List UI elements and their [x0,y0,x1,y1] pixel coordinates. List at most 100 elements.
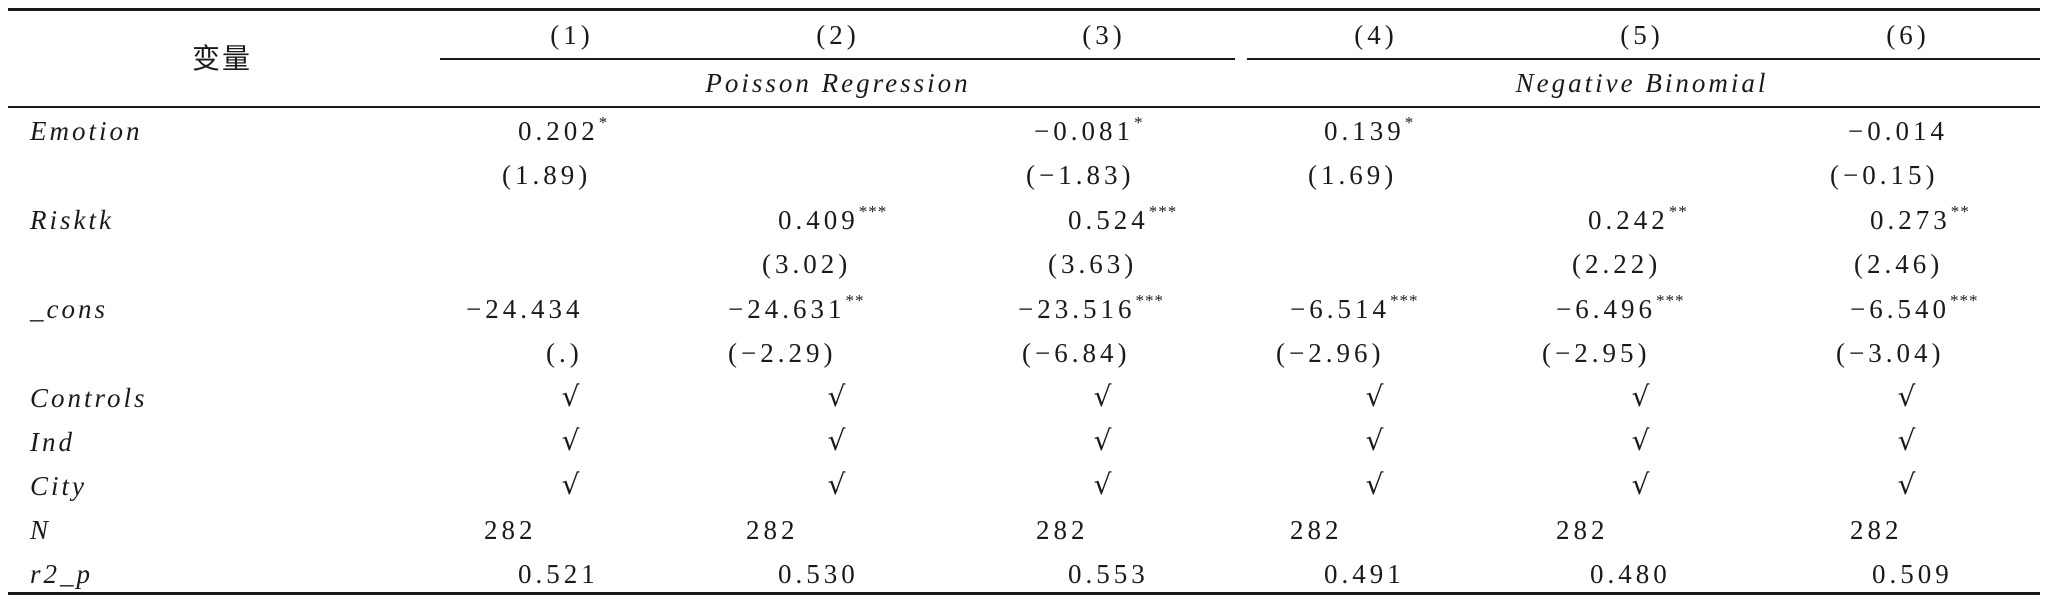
group-rule-negbin [1247,58,2040,60]
risktk-coef-2: 0.409*** [778,202,888,241]
emotion-t-3: (−1.83) [1026,160,1135,190]
column-header-3: (3) [1082,20,1126,50]
emotion-coef-6: −0.014 [1848,114,1948,152]
controls-check-3: √ [1093,380,1115,413]
risktk-t-2: (3.02) [762,249,852,279]
cons-coef-value: −6.496 [1556,294,1656,324]
n-value-5: 282 [1556,515,1609,545]
controls-check-4: √ [1365,380,1387,413]
cons-coef-4: −6.514*** [1290,291,1419,330]
cons-coef-value: −6.540 [1850,294,1950,324]
significance-stars: *** [1655,291,1685,310]
r2p-value-2: 0.530 [778,559,859,589]
emotion-coef-3: −0.081* [1034,113,1144,152]
group-rule-poisson [440,58,1235,60]
column-header-1: (1) [550,20,594,50]
ind-check-3: √ [1093,424,1115,457]
cons-coef-value: −6.514 [1290,294,1390,324]
group-label-negbin: Negative Binomial [1515,68,1769,98]
header-bottom-rule [8,106,2040,108]
row-label-emotion: Emotion [30,116,143,146]
ind-check-5: √ [1631,424,1653,457]
controls-check-2: √ [827,380,849,413]
significance-stars: *** [858,202,888,221]
row-label-controls: Controls [30,383,148,413]
n-value-6: 282 [1850,515,1903,545]
r2p-value-5: 0.480 [1590,559,1671,589]
ind-check-2: √ [827,424,849,457]
cons-coef-2: −24.631** [728,291,865,330]
n-value-2: 282 [746,515,799,545]
cons-coef-value: −24.631 [728,294,846,324]
emotion-coef-value: 0.139 [1324,116,1405,146]
emotion-coef-4: 0.139* [1324,113,1415,152]
column-header-6: (6) [1886,20,1930,50]
significance-stars: ** [845,291,865,310]
risktk-t-6: (2.46) [1854,249,1944,279]
n-value-4: 282 [1290,515,1343,545]
cons-coef-3: −23.516*** [1018,291,1164,330]
row-label-ind: Ind [30,427,75,457]
ind-check-6: √ [1897,424,1919,457]
column-header-4: (4) [1354,20,1398,50]
significance-stars: *** [1135,291,1164,310]
cons-t-3: (−6.84) [1022,338,1131,368]
row-label-cons: _cons [30,294,108,324]
cons-t-1: (.) [546,338,583,368]
emotion-t-1: (1.89) [502,160,592,190]
significance-stars: *** [1148,202,1178,221]
top-rule [8,8,2040,11]
risktk-coef-value: 0.409 [778,205,859,235]
cons-coef-5: −6.496*** [1556,291,1685,330]
emotion-coef-value: −0.014 [1848,116,1948,146]
risktk-coef-value: 0.524 [1068,205,1149,235]
cons-t-2: (−2.29) [728,338,837,368]
risktk-coef-value: 0.273 [1870,205,1951,235]
row-label-n: N [30,515,52,545]
ind-check-4: √ [1365,424,1387,457]
significance-stars: ** [1950,202,1970,221]
city-check-1: √ [561,468,583,501]
significance-stars: * [1133,113,1144,132]
r2p-value-3: 0.553 [1068,559,1149,589]
emotion-coef-1: 0.202* [518,113,609,152]
row-label-r2p: r2_p [30,559,94,589]
emotion-t-4: (1.69) [1308,160,1398,190]
n-value-3: 282 [1036,515,1089,545]
emotion-coef-value: 0.202 [518,116,599,146]
controls-check-5: √ [1631,380,1653,413]
city-check-2: √ [827,468,849,501]
risktk-t-3: (3.63) [1048,249,1138,279]
significance-stars: ** [1668,202,1688,221]
cons-coef-6: −6.540*** [1850,291,1979,330]
city-check-3: √ [1093,468,1115,501]
risktk-coef-value: 0.242 [1588,205,1669,235]
r2p-value-6: 0.509 [1872,559,1953,589]
column-header-5: (5) [1620,20,1664,50]
cons-t-4: (−2.96) [1276,338,1385,368]
risktk-coef-5: 0.242** [1588,202,1688,241]
cons-t-6: (−3.04) [1836,338,1945,368]
ind-check-1: √ [561,424,583,457]
cons-coef-1: −24.434 [466,292,583,330]
controls-check-6: √ [1897,380,1919,413]
cons-t-5: (−2.95) [1542,338,1651,368]
emotion-coef-value: −0.081 [1034,116,1134,146]
significance-stars: *** [1389,291,1419,310]
group-label-poisson: Poisson Regression [705,68,971,98]
row-label-risktk: Risktk [30,205,114,235]
risktk-t-5: (2.22) [1572,249,1662,279]
risktk-coef-3: 0.524*** [1068,202,1178,241]
significance-stars: * [598,113,609,132]
column-header-2: (2) [816,20,860,50]
controls-check-1: √ [561,380,583,413]
bottom-rule [8,592,2040,595]
city-check-6: √ [1897,468,1919,501]
city-check-4: √ [1365,468,1387,501]
significance-stars: * [1404,113,1415,132]
emotion-t-6: (−0.15) [1830,160,1939,190]
row-label-city: City [30,471,87,501]
cons-coef-value: −24.434 [466,294,584,324]
significance-stars: *** [1949,291,1979,310]
n-value-1: 282 [484,515,537,545]
